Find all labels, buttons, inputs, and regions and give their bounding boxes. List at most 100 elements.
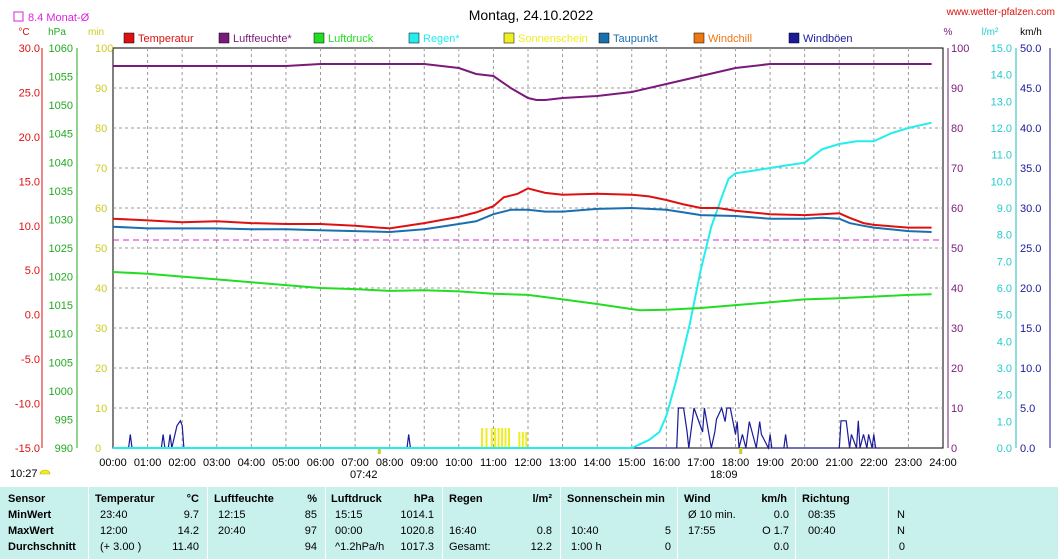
stats-cell-press-time: 00:00 [335,525,363,537]
pressure-tick-label: 1005 [49,357,73,369]
wind-tick-label: 25.0 [1020,243,1041,255]
stats-cell-temp-val: 14.2 [177,525,199,537]
sunshine-tick-label: 100 [95,43,113,55]
wind-tick-label: 30.0 [1020,203,1041,215]
legend-item: Luftfeuchte* [218,32,292,45]
sunshine-unit-label: min [88,27,104,38]
stats-cell-sun-val: 0 [664,541,671,553]
dewpoint-series-line [112,206,932,234]
stats-cell-wind-time: 17:55 [688,525,716,537]
x-tick-label: 11:00 [480,457,507,469]
x-tick-label: 18:00 [722,457,750,469]
legend-label: Luftfeuchte* [233,33,292,45]
rain-tick-label: 9.0 [997,203,1012,215]
legend-item: Taupunkt [598,32,658,45]
sunrise-time-label: 07:42 [350,469,378,481]
sunshine-tick-label: 40 [95,283,107,295]
pressure-series-line [112,271,932,312]
grid [112,47,944,449]
humidity-tick-label: 80 [951,123,963,135]
stats-header-rain: Regen [449,493,483,505]
x-tick-label: 15:00 [618,457,646,469]
pressure-tick-label: 1025 [49,243,73,255]
sunshine-bar [501,428,504,448]
stats-column-separator [888,487,889,559]
stats-column-separator [560,487,561,559]
stats-column-separator [677,487,678,559]
legend-swatch [218,32,230,44]
legend-item: Regen* [408,32,460,45]
x-tick-label: 14:00 [583,457,611,469]
x-tick-label: 23:00 [895,457,923,469]
wind-tick-label: 45.0 [1020,83,1041,95]
wind-unit-label: km/h [1020,27,1042,38]
rain-tick-label: 11.0 [991,150,1012,162]
legend-swatch [408,32,420,44]
stats-header-wind: Wind [684,493,711,505]
stats-row-label: MaxWert [8,525,54,537]
stats-column-separator [207,487,208,559]
sunshine-bar [525,432,528,448]
humidity-tick-label: 70 [951,163,963,175]
time-start-label: 10:27 [10,468,38,480]
stats-cell-hum-time: 20:40 [218,525,246,537]
legend-swatch [313,32,325,44]
stats-cell-wind-val: 0.0 [773,509,789,521]
pressure-tick-label: 1000 [49,386,73,398]
humidity-tick-label: 0 [951,443,957,455]
stats-column-separator [88,487,89,559]
temperature-tick-label: 5.0 [25,265,40,277]
sunshine-bar [504,428,507,448]
x-tick-label: 02:00 [168,457,196,469]
legend-label: Regen* [423,33,460,45]
humidity-series-line [113,63,932,101]
sunshine-bar [521,432,524,448]
x-tick-label: 19:00 [756,457,784,469]
stats-cell-sun-time: 1:00 h [571,541,602,553]
stats-cell-hum-val: 97 [304,525,317,537]
stats-cell-wind-val: 0.0 [773,541,789,553]
weather-chart: Montag, 24.10.2022 www.wetter-pfalzen.co… [10,7,1055,481]
rain-tick-label: 5.0 [997,310,1012,322]
wind-tick-label: 50.0 [1020,43,1041,55]
wind-tick-label: 15.0 [1020,323,1041,335]
sunset-time-label: 18:09 [710,469,738,481]
humidity-tick-label: 100 [951,43,969,55]
rain-unit-label: l/m² [982,27,999,38]
x-tick-label: 10:00 [445,457,473,469]
sunshine-tick-label: 10 [95,403,107,415]
temperature-tick-label: 20.0 [19,132,40,144]
humidity-unit-label: % [944,27,953,38]
sun-icon [39,469,51,475]
stats-row-label: MinWert [8,509,52,521]
stats-header-humidity: Luftfeuchte [214,493,274,505]
humidity-tick-label: 40 [951,283,963,295]
rain-tick-label: 12.0 [991,123,1012,135]
stats-header-wind-unit: km/h [761,493,787,505]
x-tick-label: 24:00 [929,457,957,469]
sunshine-tick-label: 80 [95,123,107,135]
legend-item: Windchill [693,32,752,45]
rain-tick-label: 7.0 [997,256,1012,268]
stats-cell-rain-val: 12.2 [530,541,552,553]
stats-header-direction: Richtung [802,493,850,505]
stats-cell-temp-val: 11.40 [172,541,199,553]
sunshine-tick-label: 0 [95,443,101,455]
pressure-tick-label: 1045 [49,129,73,141]
humidity-tick-label: 30 [951,323,963,335]
stats-cell-sun-time: 10:40 [571,525,599,537]
rain-tick-label: 14.0 [991,70,1012,82]
legend-swatch [693,32,705,44]
wind-tick-label: 5.0 [1020,403,1035,415]
x-tick-label: 12:00 [514,457,542,469]
legend-label: Windchill [708,33,752,45]
site-link[interactable]: www.wetter-pfalzen.com [946,7,1055,18]
stats-cell-temp-time: (+ 3.00 ) [100,541,142,553]
temperature-tick-label: 15.0 [19,176,40,188]
temperature-tick-label: -15.0 [15,443,40,455]
stats-cell-hum-val: 85 [304,509,317,521]
stats-cell-press-val: 1014.1 [400,509,434,521]
stats-header-temperature-unit: °C [186,493,199,505]
stats-cell-press-time: ^1.2hPa/h [335,541,385,553]
legend-label: Luftdruck [328,33,374,45]
